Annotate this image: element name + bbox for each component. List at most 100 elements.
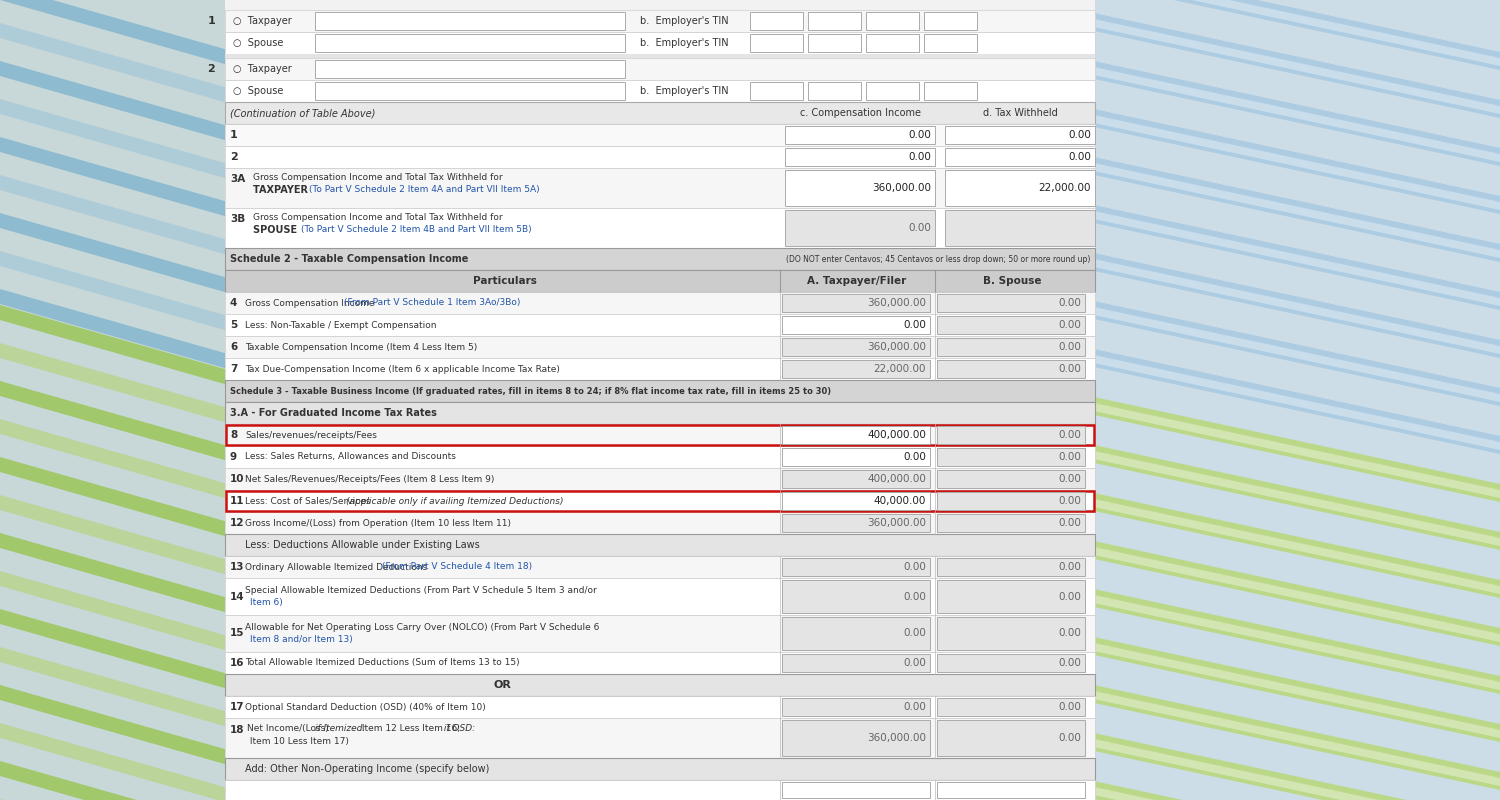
Text: 0.00: 0.00 — [1058, 733, 1082, 743]
Text: 0.00: 0.00 — [1068, 152, 1090, 162]
Polygon shape — [0, 343, 228, 423]
Polygon shape — [0, 495, 228, 575]
Text: Tax Due-Compensation Income (Item 6 x applicable Income Tax Rate): Tax Due-Compensation Income (Item 6 x ap… — [244, 365, 560, 374]
Text: 0.00: 0.00 — [1068, 130, 1090, 140]
Text: Item 10 Less Item 17): Item 10 Less Item 17) — [248, 737, 350, 746]
Text: 400,000.00: 400,000.00 — [867, 430, 925, 440]
Text: Less: Cost of Sales/Services: Less: Cost of Sales/Services — [244, 497, 374, 506]
Bar — [225, 358, 1095, 380]
Polygon shape — [1080, 0, 1500, 66]
Polygon shape — [1080, 490, 1500, 598]
Bar — [225, 336, 1095, 358]
Polygon shape — [1080, 784, 1500, 800]
Text: 0.00: 0.00 — [903, 452, 926, 462]
Polygon shape — [1080, 778, 1500, 800]
Text: 2: 2 — [207, 64, 214, 74]
Bar — [225, 402, 1095, 424]
Bar — [865, 82, 919, 100]
Polygon shape — [1080, 496, 1500, 594]
Text: Item 6): Item 6) — [251, 598, 282, 607]
Text: Ordinary Allowable Itemized Deductions: Ordinary Allowable Itemized Deductions — [244, 562, 430, 571]
Bar — [865, 34, 919, 52]
Text: 0.00: 0.00 — [903, 562, 926, 572]
Polygon shape — [1080, 640, 1500, 738]
Bar — [225, 652, 1095, 674]
Text: 7: 7 — [230, 364, 237, 374]
Polygon shape — [1080, 682, 1500, 790]
Polygon shape — [0, 23, 228, 103]
Polygon shape — [0, 419, 228, 499]
Bar — [782, 720, 930, 756]
Bar — [225, 718, 1095, 758]
Text: 360,000.00: 360,000.00 — [867, 298, 925, 308]
Polygon shape — [1080, 304, 1500, 402]
Text: 5: 5 — [230, 320, 237, 330]
Bar — [808, 12, 861, 30]
Polygon shape — [1080, 736, 1500, 800]
Bar — [938, 558, 1084, 576]
Polygon shape — [0, 799, 228, 800]
Bar — [750, 34, 802, 52]
Text: 400,000.00: 400,000.00 — [867, 474, 925, 484]
Text: 0.00: 0.00 — [1058, 591, 1082, 602]
Bar — [750, 12, 802, 30]
Bar — [225, 314, 1095, 336]
Bar — [938, 294, 1084, 312]
Bar — [938, 580, 1084, 613]
Polygon shape — [0, 571, 228, 651]
Text: ○  Taxpayer: ○ Taxpayer — [232, 16, 291, 26]
Text: (From Part V Schedule 1 Item 3Ao/3Bo): (From Part V Schedule 1 Item 3Ao/3Bo) — [345, 298, 520, 307]
Polygon shape — [0, 685, 228, 765]
Text: Gross Compensation Income: Gross Compensation Income — [244, 298, 378, 307]
Polygon shape — [1080, 10, 1500, 118]
Text: OR: OR — [494, 680, 512, 690]
Bar — [782, 448, 930, 466]
Polygon shape — [0, 533, 228, 613]
Bar — [865, 12, 919, 30]
Bar — [782, 698, 930, 716]
Bar — [938, 360, 1084, 378]
Text: Gross Compensation Income and Total Tax Withheld for: Gross Compensation Income and Total Tax … — [254, 173, 502, 182]
Bar — [225, 10, 1095, 32]
Bar — [225, 424, 1095, 446]
Text: 13: 13 — [230, 562, 244, 572]
Text: 0.00: 0.00 — [1058, 452, 1082, 462]
Text: b.  Employer's TIN: b. Employer's TIN — [640, 16, 729, 26]
Polygon shape — [1080, 202, 1500, 310]
Text: 0.00: 0.00 — [903, 320, 926, 330]
Bar — [782, 654, 930, 672]
Text: (From Part V Schedule 4 Item 18): (From Part V Schedule 4 Item 18) — [381, 562, 531, 571]
Bar — [782, 316, 930, 334]
Text: 0.00: 0.00 — [1058, 320, 1082, 330]
Text: 0.00: 0.00 — [1058, 298, 1082, 308]
Bar — [225, 54, 1095, 58]
Text: (applicable only if availing Itemized Deductions): (applicable only if availing Itemized De… — [346, 497, 564, 506]
Polygon shape — [1080, 448, 1500, 546]
Bar — [945, 170, 1095, 206]
Text: Total Allowable Itemized Deductions (Sum of Items 13 to 15): Total Allowable Itemized Deductions (Sum… — [244, 658, 519, 667]
Bar — [225, 446, 1095, 468]
Bar — [784, 148, 934, 166]
Text: 3B: 3B — [230, 214, 246, 224]
Text: 1: 1 — [230, 130, 237, 140]
Bar — [315, 82, 626, 100]
Text: 17: 17 — [230, 702, 244, 712]
Text: 3.A - For Graduated Income Tax Rates: 3.A - For Graduated Income Tax Rates — [230, 408, 436, 418]
Bar — [782, 360, 930, 378]
Text: 0.00: 0.00 — [908, 152, 932, 162]
Text: 0.00: 0.00 — [1058, 629, 1082, 638]
Text: 11: 11 — [230, 496, 244, 506]
Bar — [225, 758, 1095, 780]
Polygon shape — [1080, 64, 1500, 162]
Text: 8: 8 — [230, 430, 237, 440]
Text: Add: Other Non-Operating Income (specify below): Add: Other Non-Operating Income (specify… — [244, 764, 489, 774]
Polygon shape — [1080, 634, 1500, 742]
Text: (To Part V Schedule 2 Item 4B and Part VII Item 5B): (To Part V Schedule 2 Item 4B and Part V… — [302, 225, 531, 234]
Text: 0.00: 0.00 — [1058, 342, 1082, 352]
Text: 0.00: 0.00 — [1058, 658, 1082, 668]
Text: (Continuation of Table Above): (Continuation of Table Above) — [230, 108, 375, 118]
Polygon shape — [0, 213, 228, 293]
Bar — [225, 468, 1095, 490]
Bar — [784, 170, 934, 206]
Bar — [782, 617, 930, 650]
